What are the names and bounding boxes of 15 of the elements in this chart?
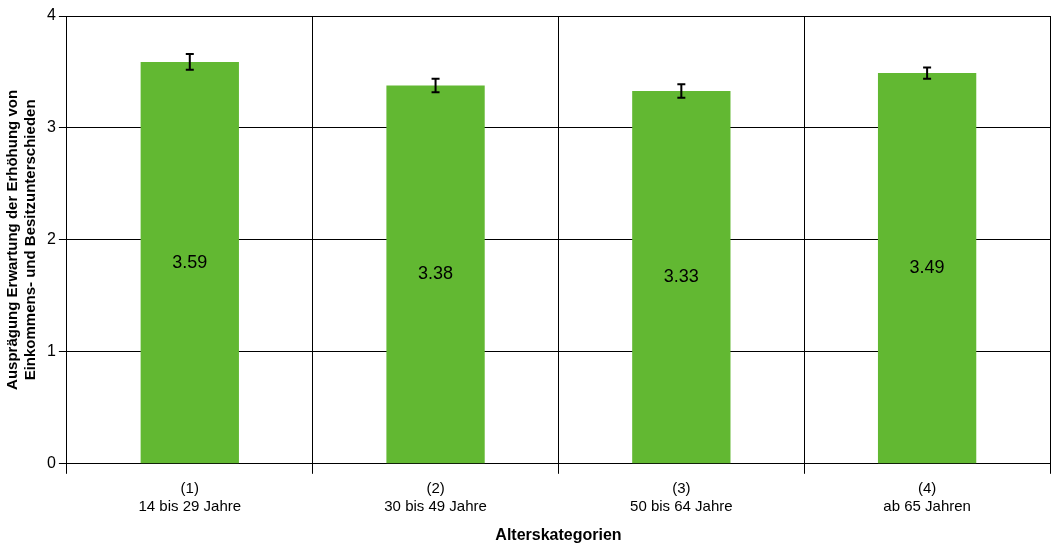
x-tick-label: (3) 50 bis 64 Jahre bbox=[630, 478, 733, 514]
data-label: 3.59 bbox=[172, 251, 208, 272]
y-tick-label: 4 bbox=[46, 6, 56, 24]
y-tick-label: 2 bbox=[46, 230, 56, 248]
x-tick-label: (4) ab 65 Jahren bbox=[883, 478, 971, 514]
data-label: 3.49 bbox=[909, 257, 945, 278]
y-tick-label: 0 bbox=[46, 454, 56, 472]
y-tick-label: 3 bbox=[46, 118, 56, 136]
data-label: 3.33 bbox=[663, 266, 699, 287]
y-tick-label: 1 bbox=[46, 342, 56, 360]
x-tick-label: (1) 14 bis 29 Jahre bbox=[138, 478, 242, 514]
y-axis-title: Ausprägung Erwartung der Erhöhung von Einkommens- und Besitzunterschieden bbox=[3, 89, 39, 390]
x-axis-title: Alterskategorien bbox=[495, 525, 622, 543]
x-tick-label: (2) 30 bis 49 Jahre bbox=[384, 478, 487, 514]
data-label: 3.38 bbox=[418, 263, 454, 284]
